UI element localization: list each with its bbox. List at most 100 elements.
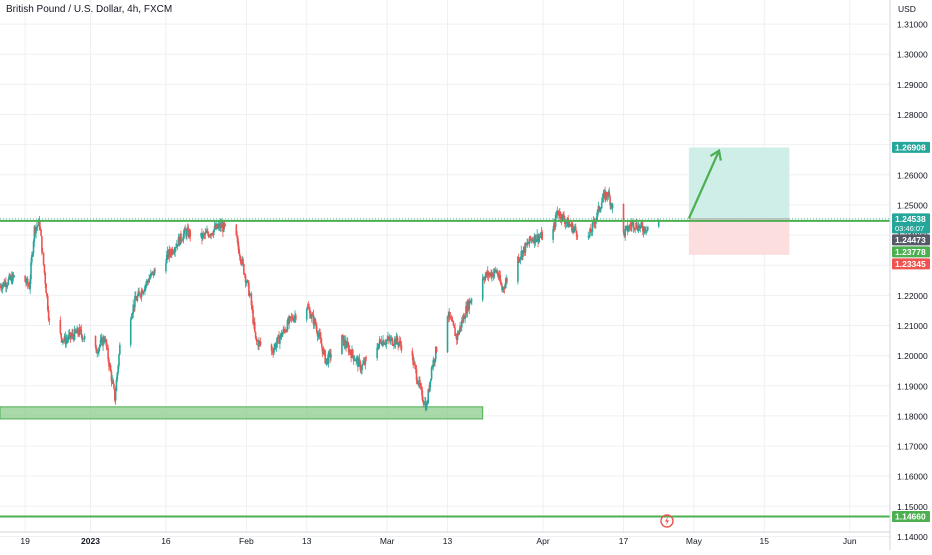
candle-down — [482, 277, 485, 280]
tradingview-logo-icon[interactable] — [660, 514, 674, 533]
candle-up — [631, 220, 634, 223]
candle-down — [154, 269, 156, 272]
candle-down — [255, 337, 258, 341]
candle-up — [104, 339, 107, 342]
candle-up — [627, 229, 630, 232]
candle-down — [641, 222, 643, 227]
candle-up — [357, 358, 360, 367]
candle-up — [246, 280, 249, 283]
candle-down — [380, 340, 383, 344]
candle-down — [383, 340, 385, 345]
x-tick-label: Jun — [843, 536, 857, 546]
candle-up — [398, 340, 401, 344]
candle-up — [62, 340, 65, 341]
candle-down — [181, 240, 183, 242]
candle-down — [41, 236, 43, 253]
candle-up — [241, 258, 243, 264]
candle-down — [562, 214, 564, 216]
candle-down — [525, 242, 528, 245]
candle-down — [237, 238, 239, 246]
candle-down — [134, 296, 137, 300]
candle-down — [503, 288, 506, 290]
candle-up — [143, 290, 145, 292]
candle-up — [258, 341, 260, 347]
candle-down — [391, 337, 394, 346]
candle-down — [72, 336, 75, 340]
candle-up — [570, 223, 573, 227]
candle-up — [505, 278, 507, 284]
candle-down — [415, 369, 418, 381]
candle-down — [60, 333, 62, 339]
candle-up — [532, 239, 534, 241]
candle-down — [622, 203, 625, 233]
candle-down — [218, 223, 221, 229]
candle-down — [242, 258, 244, 264]
candle-down — [419, 379, 421, 386]
candle-down — [630, 226, 632, 227]
candle-up — [32, 241, 35, 254]
candle-up — [376, 347, 378, 359]
candle-up — [217, 223, 220, 227]
candle-up — [528, 243, 530, 245]
candle-up — [70, 335, 73, 338]
candle-down — [461, 320, 464, 322]
candle-down — [83, 338, 85, 340]
candle-up — [341, 335, 343, 355]
price-label-value: 1.23345 — [895, 259, 926, 269]
candle-up — [486, 271, 489, 276]
candle-up — [305, 308, 308, 320]
candle-down — [450, 317, 452, 319]
candle-up — [538, 237, 540, 242]
candle-down — [0, 285, 2, 288]
candle-up — [108, 365, 111, 367]
candle-down — [257, 341, 259, 347]
candle-up — [496, 270, 498, 273]
candle-down — [357, 358, 359, 367]
x-tick-label: 16 — [161, 536, 171, 546]
candle-up — [504, 283, 507, 289]
candle-down — [377, 347, 379, 349]
candle-down — [61, 338, 63, 342]
price-label-box — [892, 246, 930, 258]
candle-down — [523, 246, 526, 253]
candle-up — [219, 223, 222, 229]
candle-down — [491, 273, 494, 277]
y-tick-label: 1.30000 — [897, 50, 928, 60]
candle-up — [597, 205, 600, 211]
candle-up — [485, 272, 487, 276]
candle-down — [135, 299, 138, 301]
candle-down — [609, 196, 611, 206]
candle-up — [458, 330, 461, 335]
candle-up — [78, 327, 81, 335]
candle-up — [434, 346, 437, 360]
price-axis-unit: USD — [898, 4, 916, 14]
candle-up — [552, 228, 554, 240]
candle-up — [313, 318, 316, 325]
candle-up — [491, 273, 493, 278]
candle-up — [273, 348, 275, 353]
candle-down — [48, 319, 51, 321]
candle-up — [587, 236, 590, 238]
candle-up — [310, 317, 312, 319]
candle-down — [24, 275, 26, 282]
price-label-box — [892, 234, 930, 246]
candle-up — [172, 252, 175, 254]
candle-up — [276, 336, 279, 344]
candle-up — [626, 225, 628, 227]
candle-down — [220, 223, 223, 228]
candle-down — [527, 243, 529, 245]
candle-up — [556, 210, 559, 215]
candle-up — [572, 228, 575, 233]
candle-up — [293, 317, 295, 322]
candle-up — [131, 313, 134, 317]
candle-up — [574, 226, 576, 229]
candle-up — [393, 338, 396, 345]
candle-up — [468, 300, 471, 310]
candle-down — [467, 301, 470, 310]
candle-up — [498, 275, 501, 279]
price-label-box — [892, 213, 930, 234]
candle-up — [565, 222, 568, 224]
candle-up — [643, 227, 646, 233]
